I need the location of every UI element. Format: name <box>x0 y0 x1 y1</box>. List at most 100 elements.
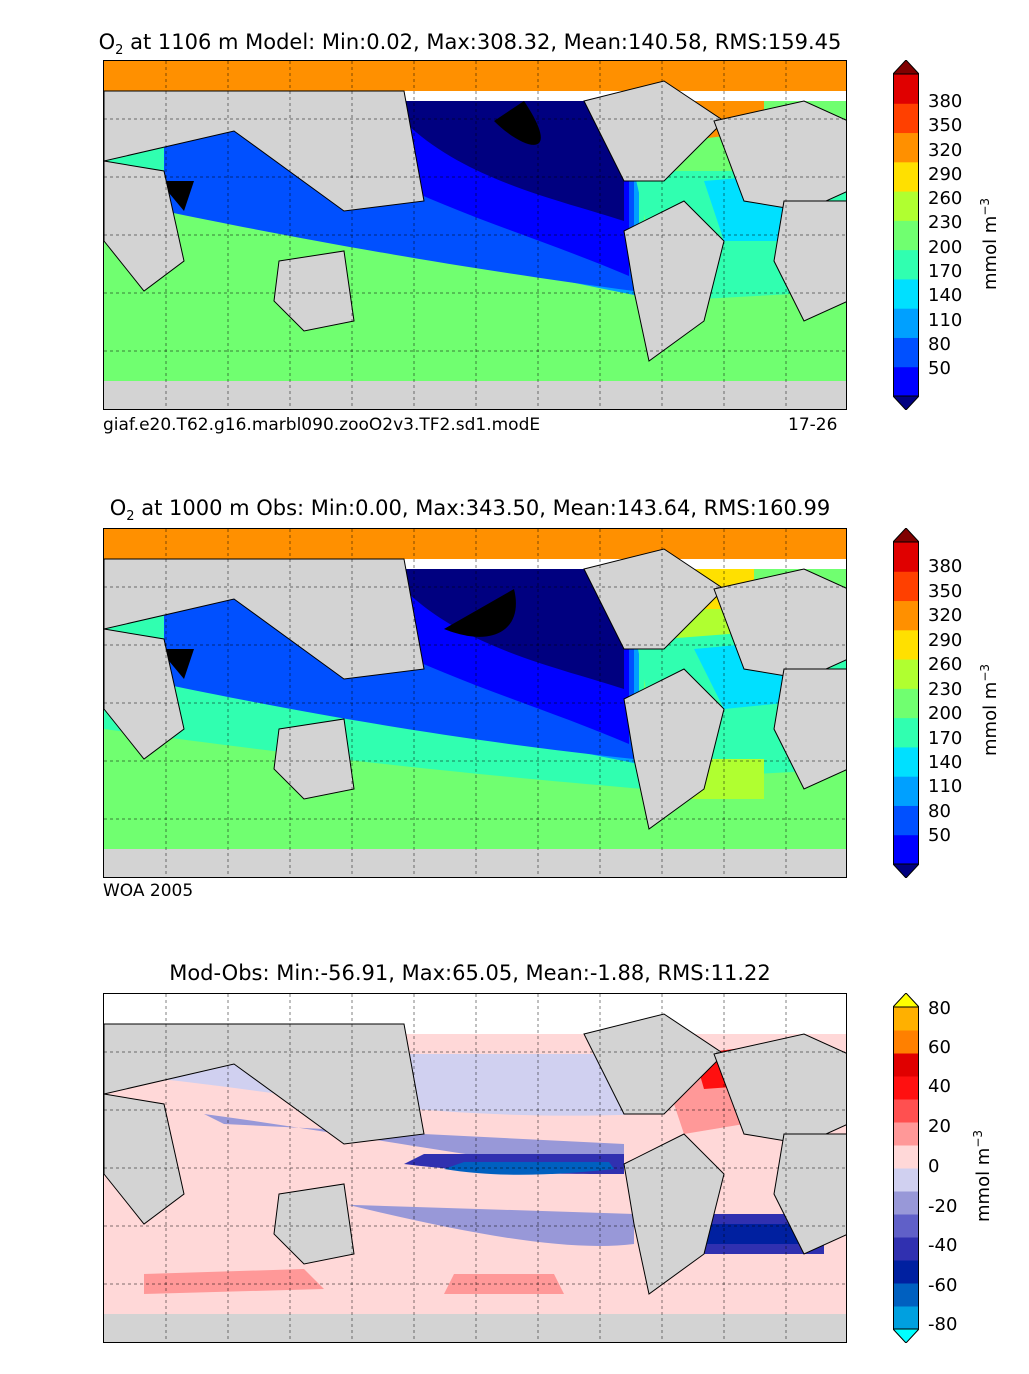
obs-source: WOA 2005 <box>103 881 194 901</box>
title-subscript: 2 <box>126 509 135 525</box>
panel-model: O2 at 1106 m Model: Min:0.02, Max:308.32… <box>0 0 1029 440</box>
colorbar-tick: -40 <box>928 1235 958 1256</box>
title-species: O <box>98 30 116 54</box>
colorbar-swatch <box>893 132 919 163</box>
colorbar-swatch <box>893 103 919 134</box>
colorbar-swatch <box>893 717 919 748</box>
colorbar-swatch <box>893 249 919 280</box>
colorbar-swatch <box>893 776 919 806</box>
colorbar-swatch <box>893 366 919 397</box>
colorbar-swatch <box>893 191 919 221</box>
colorbar-outline <box>893 73 919 397</box>
colorbar-tick: 0 <box>928 1156 940 1177</box>
colorbar-swatch <box>893 834 919 865</box>
colorbar-swatch <box>893 1168 919 1192</box>
colorbar-swatch <box>893 1145 919 1169</box>
colorbar-extend-min <box>893 863 919 878</box>
colorbar-tick: 260 <box>928 188 963 209</box>
colorbar-tick: 200 <box>928 703 963 724</box>
colorbar-tick: 230 <box>928 679 963 700</box>
colorbar-tick: 60 <box>928 1037 951 1058</box>
colorbar-tick: 200 <box>928 237 963 258</box>
colorbar-swatch <box>893 1237 919 1261</box>
colorbar-tick: 290 <box>928 164 963 185</box>
colorbar <box>893 528 919 878</box>
colorbar-tick: 230 <box>928 212 963 233</box>
difference-map <box>103 993 847 1343</box>
colorbar-tick: 380 <box>928 91 963 112</box>
colorbar-swatch <box>893 542 919 572</box>
panel-observations: O2 at 1000 m Obs: Min:0.00, Max:343.50, … <box>0 0 1029 901</box>
colorbar-swatch <box>893 1191 919 1215</box>
title-subscript: 2 <box>115 43 124 59</box>
colorbar-swatch <box>893 1306 919 1330</box>
colorbar-swatch <box>893 1007 919 1031</box>
colorbar-swatch <box>893 1053 919 1077</box>
colorbar-tick: 40 <box>928 1076 951 1097</box>
colorbar-unit: mmol m−3 <box>978 663 1001 756</box>
colorbar-swatch <box>893 688 919 719</box>
colorbar-tick: 80 <box>928 801 951 822</box>
colorbar-swatch <box>893 1260 919 1284</box>
colorbar <box>893 993 919 1343</box>
colorbar-swatch <box>893 337 919 368</box>
colorbar-swatch <box>893 571 919 602</box>
colorbar-outline <box>893 541 919 865</box>
colorbar-graphic <box>893 528 919 878</box>
colorbar-tick: 170 <box>928 728 963 749</box>
colorbar-tick: 350 <box>928 581 963 602</box>
title-text: at 1000 m Obs: Min:0.00, Max:343.50, Mea… <box>141 496 831 520</box>
colorbar-tick: -60 <box>928 1275 958 1296</box>
colorbar-tick: 290 <box>928 630 963 651</box>
colorbar-tick: 50 <box>928 358 951 379</box>
title-text: Mod-Obs: Min:-56.91, Max:65.05, Mean:-1.… <box>169 961 771 985</box>
colorbar-swatch <box>893 74 919 104</box>
colorbar-swatch <box>893 805 919 836</box>
colorbar-outline <box>893 1006 919 1330</box>
colorbar-swatch <box>893 1122 919 1146</box>
model-o2-map <box>103 60 847 410</box>
colorbar-tick: 80 <box>928 998 951 1019</box>
model-years: 17-26 <box>788 415 838 435</box>
colorbar-swatch <box>893 600 919 631</box>
colorbar <box>893 60 919 410</box>
map-graphic <box>104 994 846 1342</box>
obs-o2-map <box>103 528 847 878</box>
colorbar-graphic <box>893 993 919 1343</box>
panel-title: Mod-Obs: Min:-56.91, Max:65.05, Mean:-1.… <box>0 961 940 985</box>
colorbar-tick: 350 <box>928 115 963 136</box>
colorbar-tick: 50 <box>928 825 951 846</box>
colorbar-tick: 140 <box>928 752 963 773</box>
colorbar-swatch <box>893 278 919 309</box>
title-text: at 1106 m Model: Min:0.02, Max:308.32, M… <box>130 30 842 54</box>
colorbar-tick: 110 <box>928 310 963 331</box>
colorbar-extend-min <box>893 1328 919 1343</box>
colorbar-tick: 20 <box>928 1116 951 1137</box>
colorbar-swatch <box>893 1076 919 1100</box>
colorbar-swatch <box>893 1099 919 1123</box>
colorbar-tick: 110 <box>928 776 963 797</box>
colorbar-swatch <box>893 659 919 689</box>
colorbar-tick: 320 <box>928 140 963 161</box>
model-run-name: giaf.e20.T62.g16.marbl090.zooO2v3.TF2.sd… <box>103 415 541 435</box>
colorbar-swatch <box>893 1283 919 1307</box>
colorbar-swatch <box>893 308 919 338</box>
colorbar-graphic <box>893 60 919 410</box>
colorbar-tick: 320 <box>928 605 963 626</box>
title-species: O <box>109 496 127 520</box>
colorbar-tick: -20 <box>928 1196 958 1217</box>
colorbar-tick: 260 <box>928 654 963 675</box>
colorbar-swatch <box>893 220 919 251</box>
colorbar-swatch <box>893 1214 919 1238</box>
panel-title: O2 at 1000 m Obs: Min:0.00, Max:343.50, … <box>0 496 940 524</box>
colorbar-tick: 140 <box>928 285 963 306</box>
colorbar-tick: 380 <box>928 556 963 577</box>
map-graphic <box>104 61 846 409</box>
colorbar-unit: mmol m−3 <box>971 1129 994 1222</box>
colorbar-tick: 170 <box>928 261 963 282</box>
colorbar-swatch <box>893 1030 919 1054</box>
map-graphic <box>104 529 846 877</box>
panel-title: O2 at 1106 m Model: Min:0.02, Max:308.32… <box>0 30 940 58</box>
colorbar-tick: 80 <box>928 334 951 355</box>
colorbar-extend-max <box>893 528 919 543</box>
